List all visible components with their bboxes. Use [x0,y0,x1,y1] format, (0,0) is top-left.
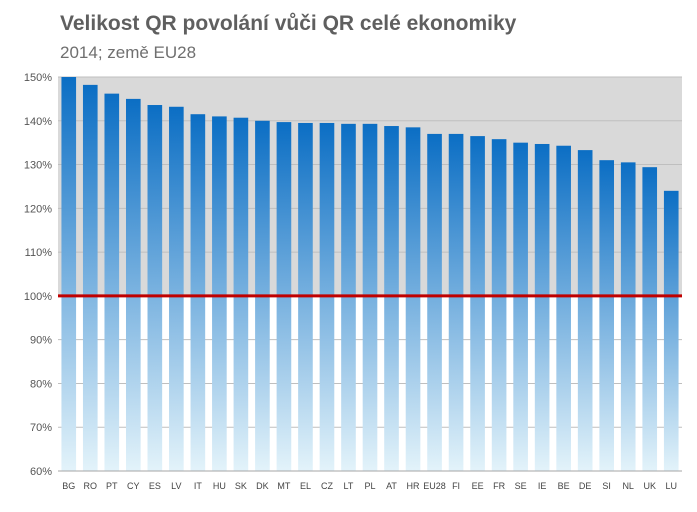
bar-uk [642,167,658,471]
x-tick-label: FR [493,481,505,491]
bar-pl [362,123,378,471]
x-tick-label: EU28 [423,481,446,491]
y-tick-label: 70% [30,422,52,434]
bar-es [147,105,163,472]
bar-cy [125,98,141,471]
x-tick-label: DK [256,481,269,491]
x-tick-label: BE [558,481,570,491]
chart-subtitle: 2014; země EU28 [60,43,197,62]
bar-ee [470,136,485,471]
x-tick-label: HU [213,481,226,491]
bar-hu [212,116,227,472]
bar-lu [663,190,679,472]
x-tick-label: LV [171,481,181,491]
bar-at [384,126,399,471]
x-tick-label: ES [149,481,161,491]
y-tick-label: 140% [24,116,52,128]
y-tick-label: 150% [24,72,52,84]
x-tick-label: HR [407,481,420,491]
bar-lt [341,123,356,471]
x-tick-label: IE [538,481,547,491]
bar-hr [405,127,421,471]
x-tick-label: CZ [321,481,333,491]
x-tick-label: SK [235,481,247,491]
x-tick-label: UK [643,481,656,491]
x-tick-label: EL [300,481,311,491]
x-tick-label: EE [472,481,484,491]
x-tick-label: PT [106,481,118,491]
x-tick-label: DE [579,481,592,491]
x-tick-label: IT [194,481,203,491]
bar-sk [233,117,249,472]
x-tick-label: NL [622,481,634,491]
y-tick-label: 80% [30,378,52,390]
bar-nl [620,162,636,471]
y-tick-label: 60% [30,466,52,478]
x-tick-label: SI [602,481,611,491]
bar-pt [104,93,120,471]
bar-fi [448,133,464,471]
x-tick-label: AT [386,481,397,491]
bar-si [599,160,615,471]
bar-fr [491,139,507,472]
plot-area: 60% 70% 80% 90% 100% 110% 120% 130% 140% 150% BG RO… [24,72,682,491]
x-tick-label: MT [277,481,290,491]
x-tick-label: LT [344,481,354,491]
bar-eu28 [427,133,442,471]
y-tick-label: 130% [24,160,52,172]
x-tick-label: RO [84,481,98,491]
bar-bg [61,77,77,471]
y-tick-label: 120% [24,203,52,215]
x-tick-label: CY [127,481,140,491]
y-tick-label: 110% [25,247,53,259]
x-tick-label: BG [62,481,75,491]
bar-ie [534,143,550,472]
x-tick-label: LU [665,481,677,491]
y-tick-label: 90% [30,335,52,347]
bar-ro [82,84,98,471]
bar-se [513,142,528,471]
bar-lv [169,106,184,471]
y-tick-label: 100% [24,291,52,303]
chart-title: Velikost QR povolání vůči QR celé ekonom… [60,12,517,35]
bar-de [577,150,593,471]
bar-be [556,145,571,471]
bar-it [190,114,206,471]
x-tick-label: FI [452,481,460,491]
x-tick-label: SE [515,481,527,491]
x-tick-label: PL [364,481,375,491]
